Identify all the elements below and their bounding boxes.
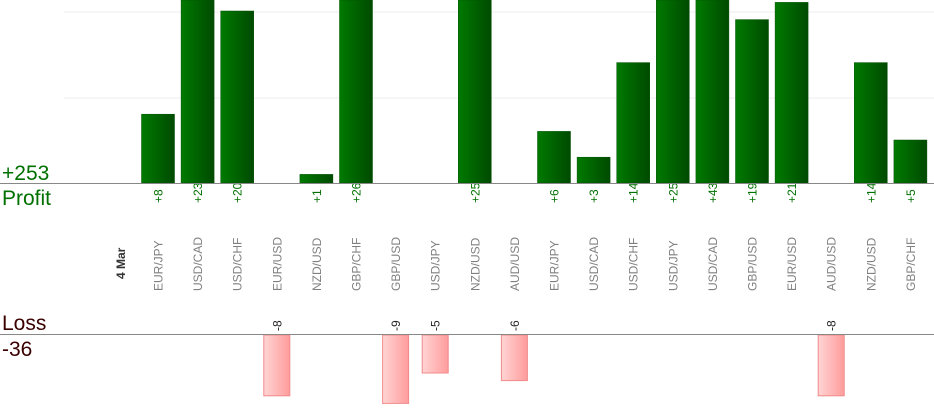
loss-bar: [500, 334, 528, 382]
profit-value-label: +20: [231, 182, 245, 203]
profit-bar: [735, 19, 769, 184]
profit-value-label: +43: [706, 182, 720, 203]
profit-value-label: +8: [152, 189, 166, 203]
category-label: AUD/USD: [825, 237, 839, 291]
category-label: EUR/USD: [270, 237, 284, 291]
category-label: NZD/USD: [864, 237, 878, 291]
category-label: GBP/USD: [389, 237, 403, 291]
profit-bar: [695, 0, 730, 184]
profit-value-label: +23: [191, 182, 205, 203]
loss-bar: [382, 334, 410, 404]
loss-value-label: -6: [508, 320, 522, 331]
loss-bar: [817, 334, 845, 397]
loss-bar: [421, 334, 449, 374]
profit-value-label: +3: [587, 189, 601, 203]
category-label: NZD/USD: [310, 237, 324, 291]
category-label: EUR/USD: [785, 237, 799, 291]
category-label: USD/CHF: [231, 238, 245, 291]
profit-label: Profit: [2, 187, 51, 210]
profit-value-label: +14: [627, 182, 641, 203]
category-label: USD/CAD: [706, 237, 720, 291]
category-label: GBP/USD: [746, 237, 760, 291]
profit-bar: [616, 62, 650, 184]
category-label: EUR/JPY: [152, 240, 166, 291]
profit-bar: [458, 0, 492, 184]
loss-bar: [263, 334, 291, 397]
profit-bar: [141, 113, 175, 184]
profit-bar: [299, 174, 334, 184]
loss-total: -36: [2, 338, 32, 361]
profit-value-label: +26: [350, 182, 364, 203]
category-label: USD/CAD: [191, 237, 205, 291]
profit-value-label: +25: [666, 182, 680, 203]
loss-value-label: -8: [825, 320, 839, 331]
category-label: NZD/USD: [468, 237, 482, 291]
category-label: USD/JPY: [666, 240, 680, 291]
date-label: 4 Mar: [114, 247, 128, 279]
loss-label: Loss: [2, 312, 46, 335]
profit-value-label: +14: [864, 182, 878, 203]
profit-total: +253: [2, 162, 49, 185]
category-label: USD/CAD: [587, 237, 601, 291]
profit-bar: [537, 131, 571, 184]
category-label: AUD/USD: [508, 237, 522, 291]
profit-bar: [180, 0, 215, 184]
profit-bar: [893, 139, 928, 184]
category-label: USD/JPY: [429, 240, 443, 291]
profit-value-label: +21: [785, 182, 799, 203]
category-label: GBP/CHF: [904, 238, 918, 291]
profit-value-label: +19: [746, 182, 760, 203]
profit-value-label: +25: [468, 182, 482, 203]
loss-value-label: -8: [270, 320, 284, 331]
profit-value-label: +5: [904, 189, 918, 203]
profit-bar: [854, 62, 888, 184]
profit-bar: [774, 2, 809, 184]
loss-value-label: -9: [389, 320, 403, 331]
profit-value-label: +1: [310, 189, 324, 203]
profit-value-label: +6: [548, 189, 562, 203]
loss-value-label: -5: [429, 320, 443, 331]
profit-bar: [656, 0, 690, 184]
profit-bar: [220, 10, 254, 184]
category-label: EUR/JPY: [548, 240, 562, 291]
profit-bar: [576, 156, 611, 184]
category-label: USD/CHF: [627, 238, 641, 291]
profit-bar: [339, 0, 373, 184]
category-label: GBP/CHF: [350, 238, 364, 291]
